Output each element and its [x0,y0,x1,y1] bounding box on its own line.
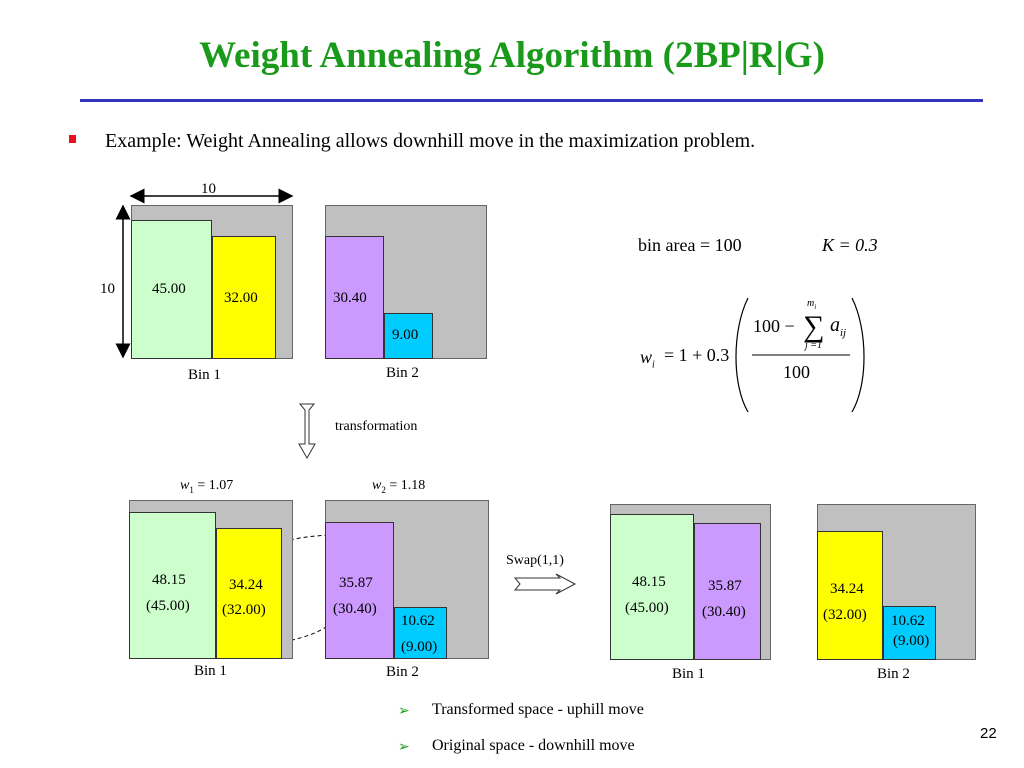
formula-numerator-left: 100 − [753,316,795,336]
formula-right-paren [851,297,865,413]
transformation-label: transformation [335,419,418,434]
transformed-bin2-item-2-original: (9.00) [401,639,438,655]
transformed-bin2-item-1 [325,522,394,659]
top-bin2-item-1-value: 30.40 [333,290,367,306]
slide-title: Weight Annealing Algorithm (2BP|R|G) [199,35,825,76]
sigma-icon: ∑ [803,310,824,343]
bullet-square-icon [69,135,76,143]
transformed-bin1-label: Bin 1 [194,663,227,679]
swapped-bin2-item-1 [817,531,883,660]
swapped-bin2-item-2 [883,606,936,660]
top-bin2-item-1 [325,236,384,359]
top-bin2-label: Bin 2 [386,365,419,381]
top-bin1-label: Bin 1 [188,367,221,383]
transformed-bin1-item-1-original: (45.00) [146,598,190,614]
formula-lhs-w: wi [640,347,655,371]
swapped-bin2-item-2-original: (9.00) [893,633,930,649]
transformed-bin1-item-2 [216,528,282,659]
transformed-bin2-item-1-original: (30.40) [333,601,377,617]
arrow-bullet-icon: ➢ [398,740,410,755]
transformed-bin2-item-2-value: 10.62 [401,613,435,629]
transformed-bin2-item-1-value: 35.87 [339,575,373,591]
formula-a-ij: aij [830,314,847,339]
swapped-bin1-item-1-value: 48.15 [632,574,666,590]
weight-w1: w1 = 1.07 [180,478,234,495]
width-dimension-label: 10 [201,181,216,197]
top-bin2-item-2-value: 9.00 [392,327,419,343]
transformed-bin2-item-2 [394,607,447,659]
transformed-bin1-item-1 [129,512,216,659]
sum-lower-limit: j =1 [805,340,823,351]
transformed-bin2-label: Bin 2 [386,664,419,680]
swapped-bin1-item-1 [610,514,694,660]
top-bin2-item-2 [384,313,433,359]
swapped-bin2-item-1-value: 34.24 [830,581,864,597]
page-number: 22 [980,725,997,742]
top-bin1-item-2 [212,236,276,359]
formula-lhs-rest: = 1 + 0.3 [664,345,730,365]
swapped-bin1-item-2-value: 35.87 [708,578,742,594]
weight-w2: w2 = 1.18 [372,478,426,495]
k-value-text: K = 0.3 [822,235,878,255]
formula-denominator: 100 [783,362,810,382]
transformed-bin1-item-2-original: (32.00) [222,602,266,618]
height-dimension-label: 10 [100,281,115,297]
swapped-bin2-item-1-original: (32.00) [823,607,867,623]
title-divider [80,99,983,102]
swap-arrow-icon [513,573,577,595]
arrow-bullet-icon: ➢ [398,704,410,719]
top-bin1-item-1 [131,220,212,359]
swapped-bin1-item-2 [694,523,761,660]
swapped-bin1-label: Bin 1 [672,666,705,682]
transformed-bin1-item-1-value: 48.15 [152,572,186,588]
top-bin1-item-2-value: 32.00 [224,290,258,306]
bin-area-text: bin area = 100 [638,235,742,255]
swapped-bin1-item-2-original: (30.40) [702,604,746,620]
sum-upper-limit: mi [807,298,817,311]
swap-label: Swap(1,1) [506,553,564,568]
top-bin1-item-1-value: 45.00 [152,281,186,297]
swapped-bin2-item-2-value: 10.62 [891,613,925,629]
swapped-bin1-item-1-original: (45.00) [625,600,669,616]
formula-left-paren [735,297,749,413]
transformed-bin1-item-2-value: 34.24 [229,577,263,593]
transformation-arrow-icon [298,403,316,460]
conclusion-uphill: Transformed space - uphill move [432,701,644,718]
swapped-bin2-label: Bin 2 [877,666,910,682]
conclusion-downhill: Original space - downhill move [432,737,635,754]
example-bullet-text: Example: Weight Annealing allows downhil… [105,130,756,152]
